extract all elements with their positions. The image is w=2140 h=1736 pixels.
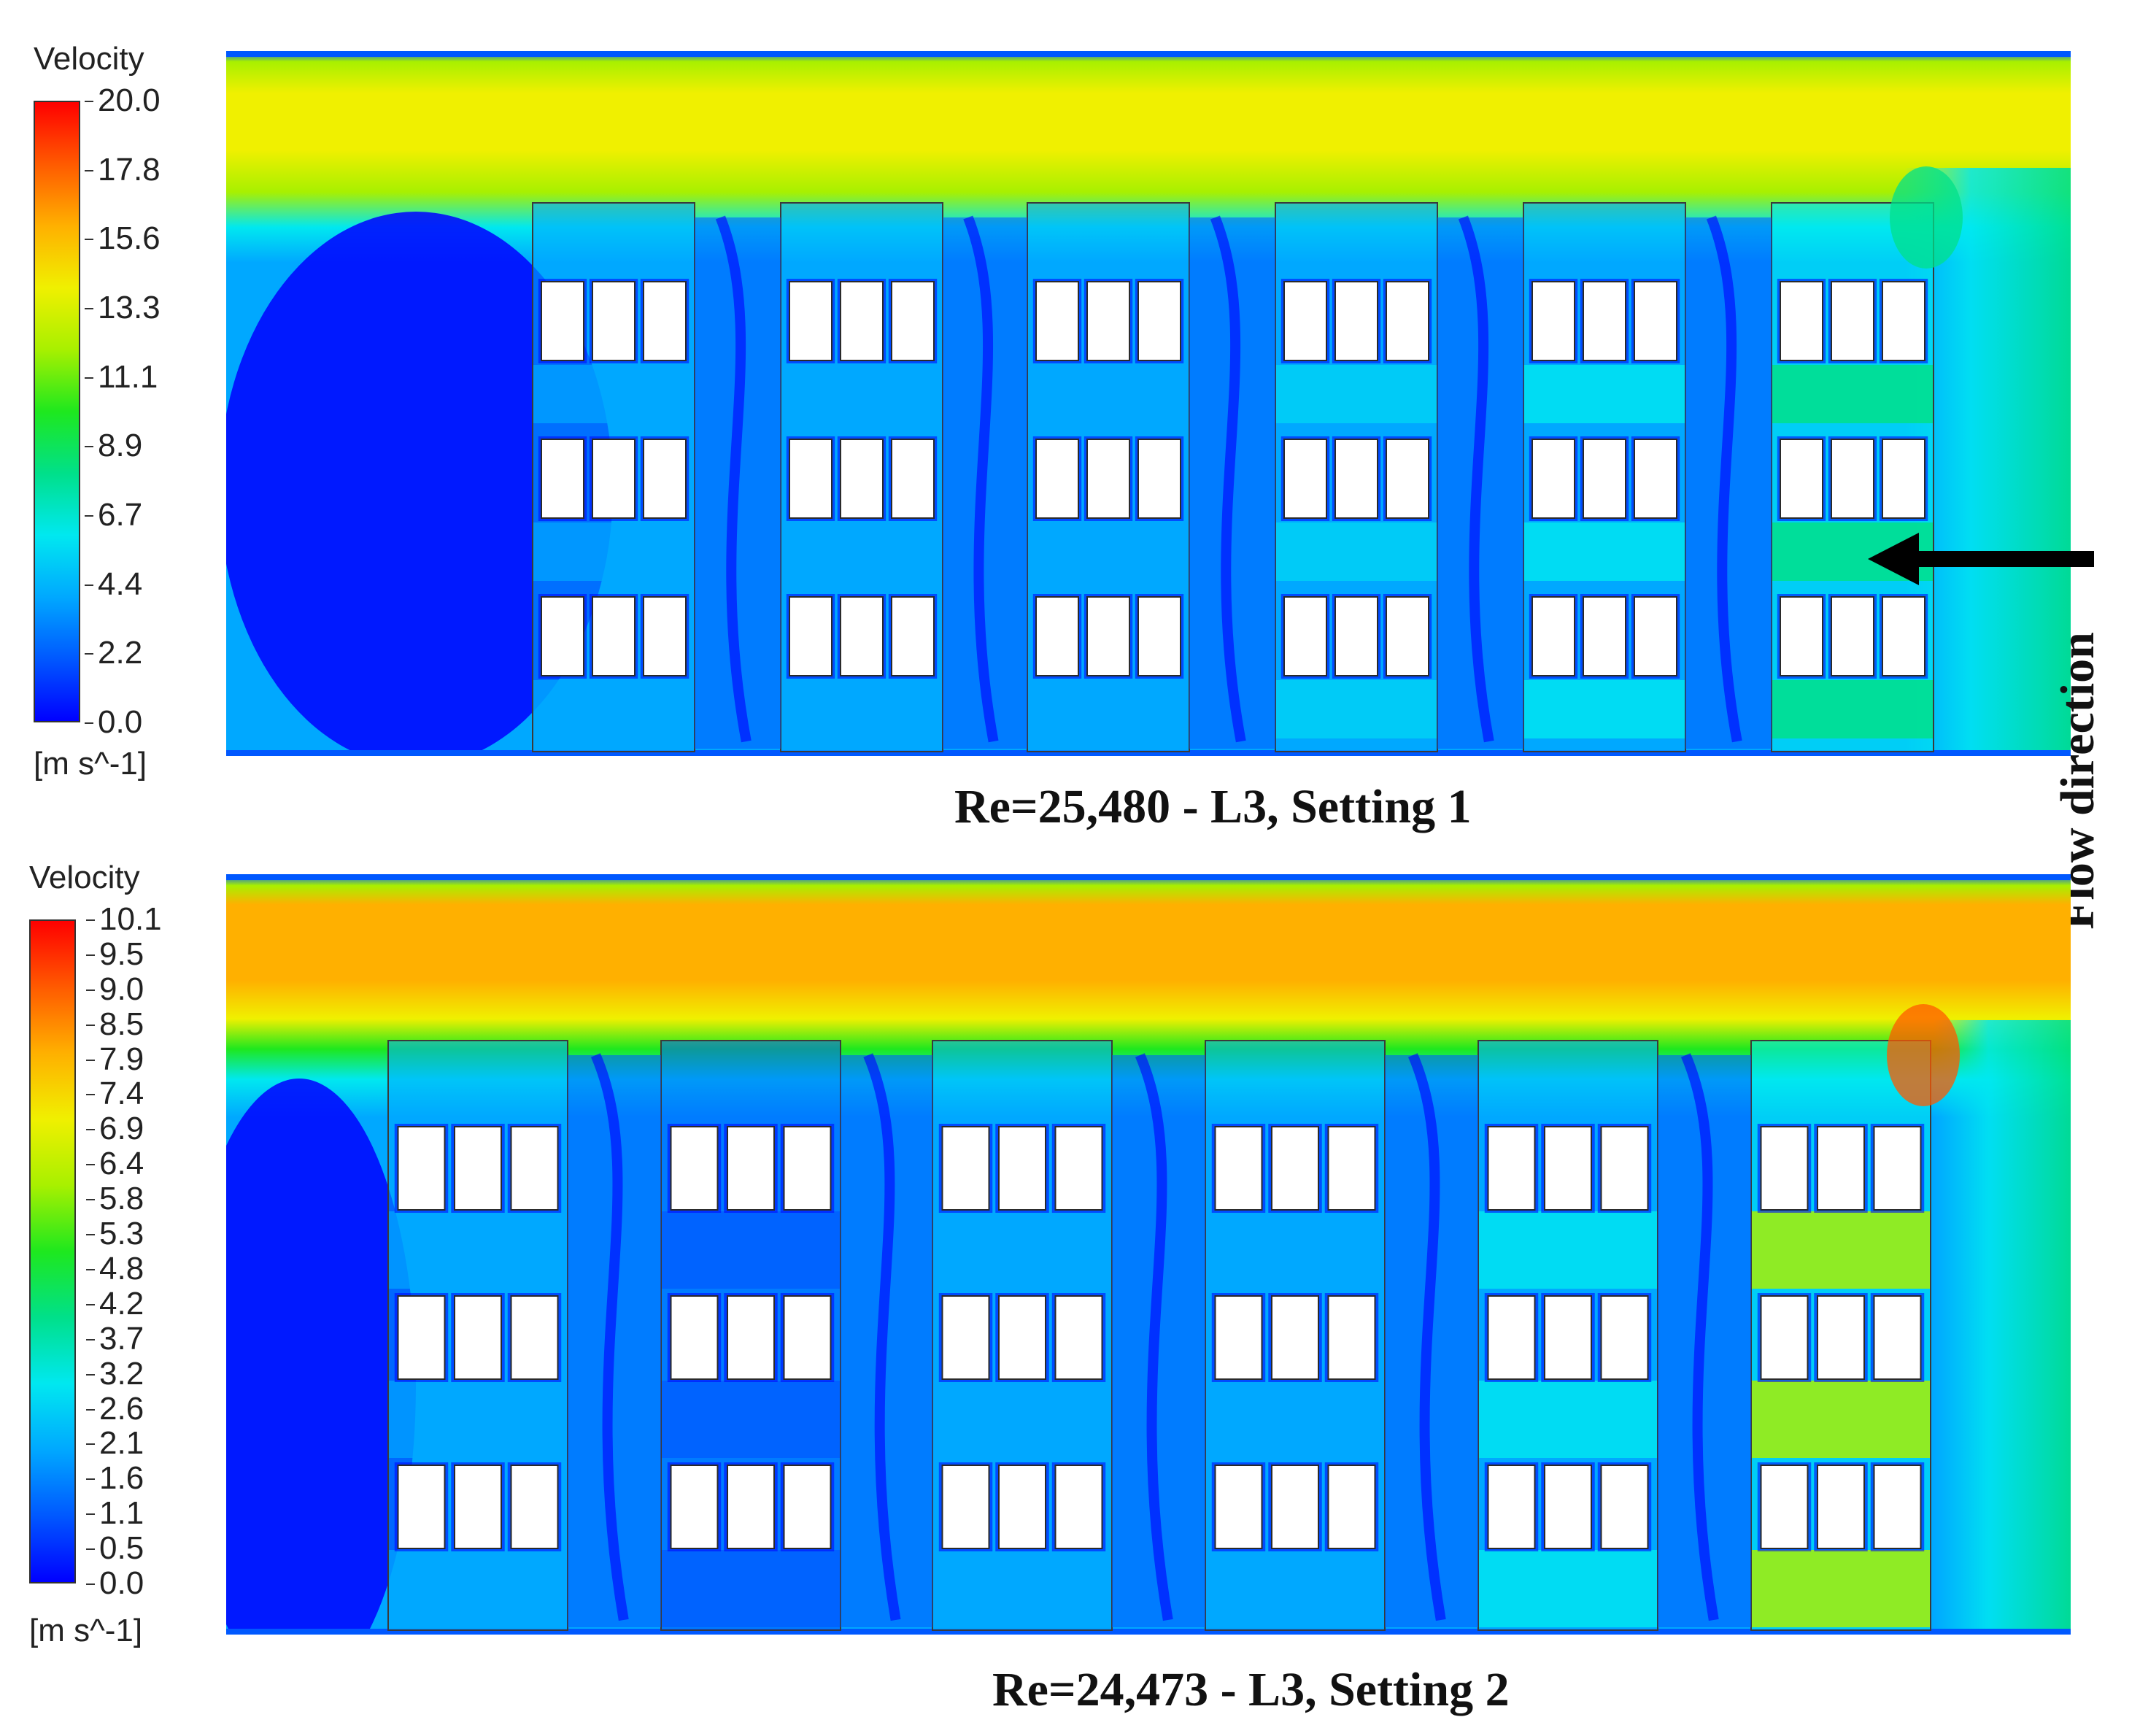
legend-tick-label: 9.5 xyxy=(85,935,144,972)
velocity-contour-setting-1 xyxy=(226,51,2071,756)
caption-setting-1: Re=25,480 - L3, Setting 1 xyxy=(954,780,1472,833)
legend-tick-label: 6.7 xyxy=(84,497,143,533)
legend-ticks: 10.1 9.5 9.0 8.5 7.9 7.4 6.9 6.4 5.8 5.3 4.8 4.2 3.7… xyxy=(85,903,187,1600)
caption-setting-2: Re=24,473 - L3, Setting 2 xyxy=(992,1663,1510,1716)
legend-tick-label: 4.8 xyxy=(85,1250,144,1286)
flow-arrow-icon xyxy=(1868,533,2094,585)
legend-tick-label: 1.6 xyxy=(85,1460,144,1497)
legend-tick-label: 0.5 xyxy=(85,1530,144,1567)
legend-tick-label: 20.0 xyxy=(85,82,161,118)
legend-tick-label: 2.6 xyxy=(85,1390,144,1427)
legend-tick-label: 7.9 xyxy=(85,1041,144,1077)
legend-tick-label: 6.4 xyxy=(85,1146,144,1182)
colorbar xyxy=(34,101,80,722)
legend-unit: [m s^-1] xyxy=(34,746,147,782)
legend-tick-label: 8.9 xyxy=(84,428,143,464)
legend-tick-label: 10.1 xyxy=(86,901,162,937)
legend-tick-label: 3.7 xyxy=(85,1320,144,1357)
colorbar xyxy=(29,919,76,1583)
legend-tick-label: 15.6 xyxy=(85,220,161,257)
legend-ticks: 20.0 17.8 15.6 13.3 11.1 8.9 6.7 4.4 2.2 0.0 xyxy=(84,85,185,738)
legend-tick-label: 8.5 xyxy=(85,1006,144,1042)
legend-tick-label: 13.3 xyxy=(85,290,161,325)
legend-tick-label: 7.4 xyxy=(85,1076,144,1112)
legend-tick-label: 17.8 xyxy=(85,151,161,188)
legend-unit: [m s^-1] xyxy=(29,1613,143,1648)
legend-tick-label: 0.0 xyxy=(84,704,143,740)
legend-tick-label: 4.4 xyxy=(84,566,143,602)
legend-tick-label: 11.1 xyxy=(84,358,158,395)
legend-tick-label: 2.2 xyxy=(84,635,143,671)
legend-tick-label: 2.1 xyxy=(85,1425,144,1462)
legend-tick-label: 1.1 xyxy=(85,1495,144,1532)
legend-tick-label: 9.0 xyxy=(85,971,144,1007)
velocity-contour-setting-2 xyxy=(226,874,2071,1635)
legend-tick-label: 3.2 xyxy=(85,1355,144,1392)
legend-title: Velocity xyxy=(34,41,144,77)
legend-tick-label: 5.3 xyxy=(85,1216,144,1252)
legend-tick-label: 0.0 xyxy=(85,1565,144,1601)
legend-tick-label: 4.2 xyxy=(85,1285,144,1322)
legend-tick-label: 6.9 xyxy=(85,1111,144,1147)
legend-tick-label: 5.8 xyxy=(85,1181,144,1217)
legend-title: Velocity xyxy=(29,860,140,895)
